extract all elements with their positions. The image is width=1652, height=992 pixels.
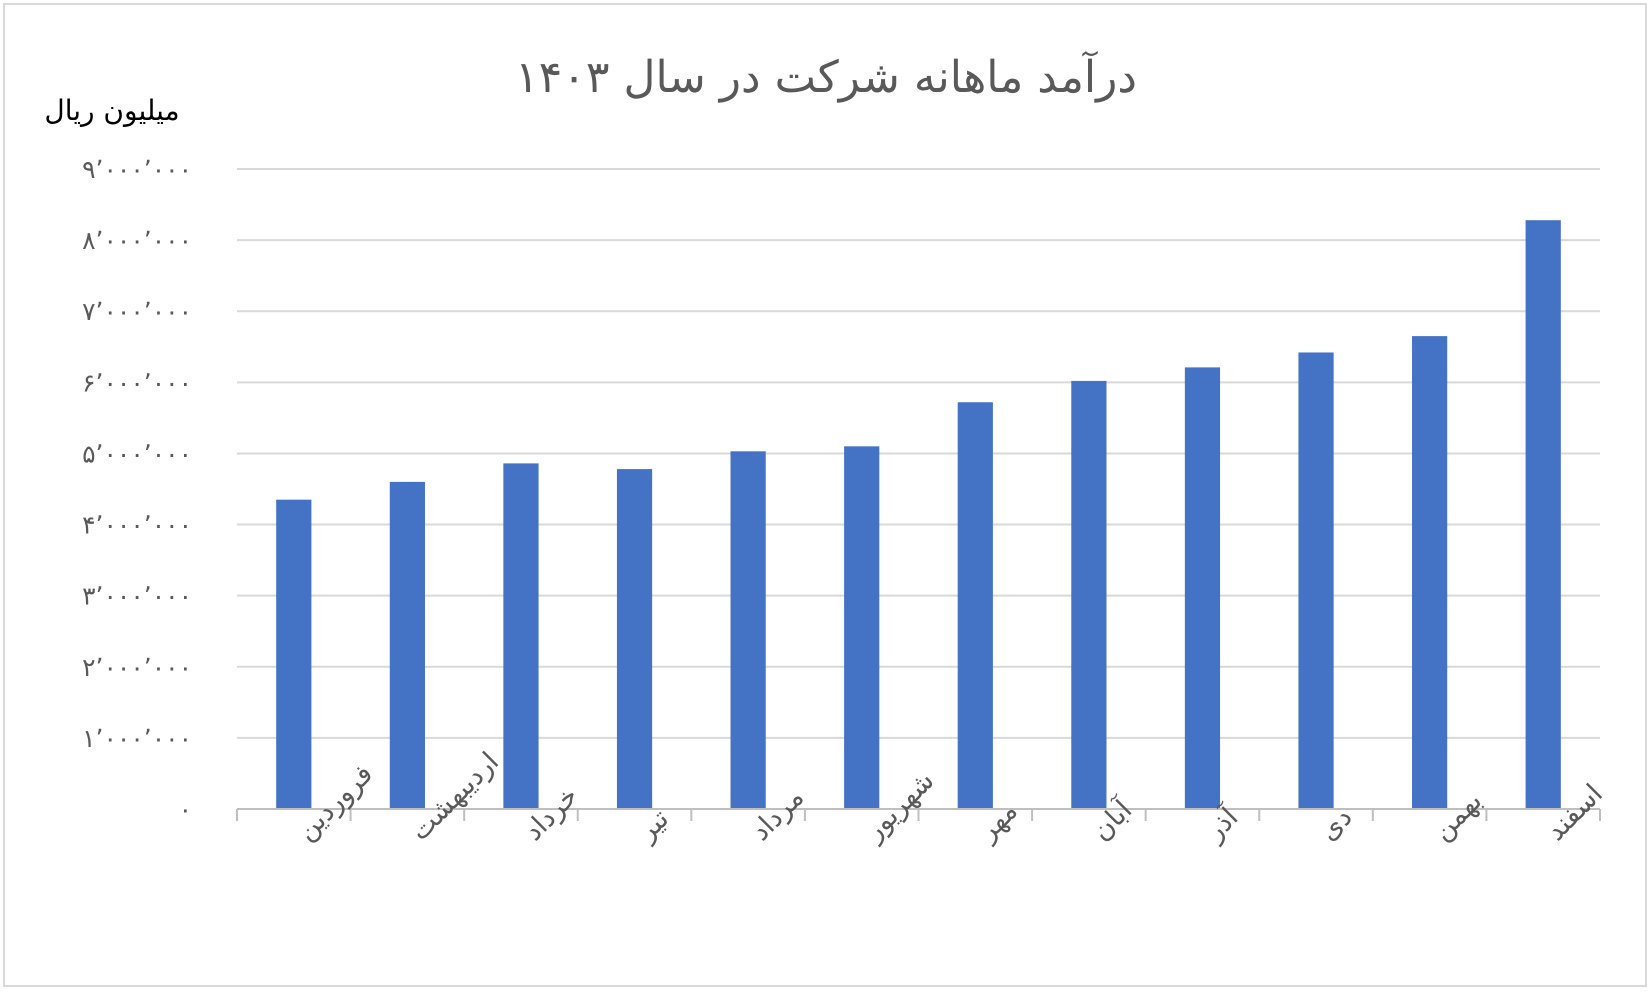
y-tick-label: ۴٬۰۰۰٬۰۰۰ [82,511,192,540]
y-axis-unit-label: میلیون ریال [44,94,179,127]
bar [276,499,312,809]
bar [503,463,539,809]
y-tick-label: ۷٬۰۰۰٬۰۰۰ [82,297,192,326]
y-tick-label: ۶٬۰۰۰٬۰۰۰ [82,368,192,397]
y-tick-label: ۵٬۰۰۰٬۰۰۰ [82,439,192,468]
x-axis-ticks: فروردین اردیبهشت خرداد تیر مرداد شهریور مهر آبا… [291,746,1609,848]
bar [1298,352,1334,809]
bar [389,481,425,809]
bar [1412,336,1448,809]
chart-frame [3,3,1647,987]
bar [957,402,993,809]
y-tick-label: ۸٬۰۰۰٬۰۰۰ [82,226,192,255]
bar [1525,220,1561,809]
y-tick-label: ۰ [179,795,192,824]
y-axis-ticks: ۰ ۱٬۰۰۰٬۰۰۰ ۲٬۰۰۰٬۰۰۰ ۳٬۰۰۰٬۰۰۰ ۴٬۰۰۰٬۰۰۰ ۵٬۰… [82,155,192,824]
bar [730,451,766,809]
y-tick-label: ۲٬۰۰۰٬۰۰۰ [82,653,192,682]
y-tick-label: ۳٬۰۰۰٬۰۰۰ [82,582,192,611]
bar [1071,380,1107,809]
bar [844,446,880,809]
chart-title: درآمد ماهانه شرکت در سال ۱۴۰۳ [515,50,1137,103]
y-tick-label: ۱٬۰۰۰٬۰۰۰ [82,724,192,753]
bar [1184,367,1221,809]
gridlines [237,168,1600,739]
y-tick-label: ۹٬۰۰۰٬۰۰۰ [82,155,192,184]
bar [616,469,653,809]
x-axis [236,808,1601,821]
x-tick-label: تیر [630,803,675,848]
bars [276,220,1561,809]
